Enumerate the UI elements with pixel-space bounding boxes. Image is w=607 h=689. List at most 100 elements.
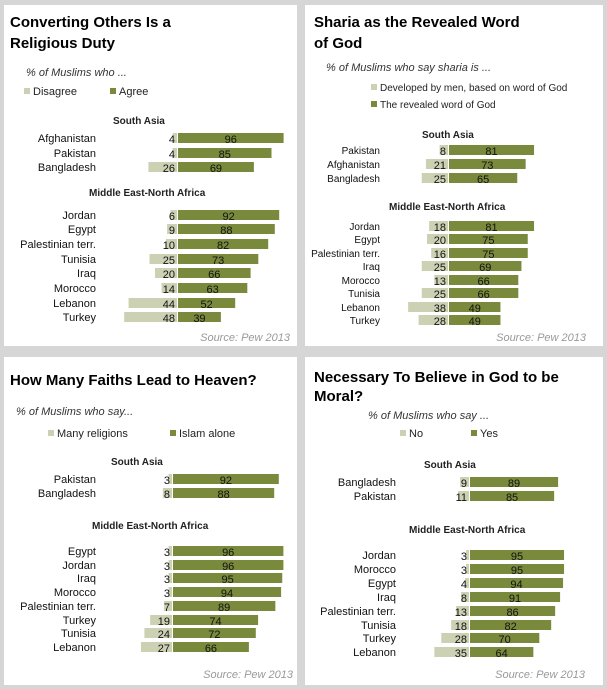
value-label-positive: 92 (220, 475, 232, 487)
value-label-positive: 49 (469, 303, 481, 315)
source-note: Source: Pew 2013 (496, 332, 587, 344)
bar-positive (470, 620, 552, 630)
value-label-positive: 70 (499, 634, 511, 646)
value-label-negative: 25 (434, 174, 446, 186)
value-label-negative: 24 (158, 629, 170, 641)
country-label: Iraq (377, 592, 396, 604)
value-label-positive: 66 (205, 643, 217, 655)
bar-negative (421, 261, 448, 271)
bar-negative (128, 298, 177, 308)
legend-negative-swatch (24, 88, 30, 94)
country-label: Tunisia (61, 254, 97, 266)
bar-negative (434, 647, 469, 657)
value-label-positive: 73 (212, 255, 224, 267)
country-label: Iraq (77, 573, 96, 585)
chart-title-line: Necessary To Believe in God to be (314, 369, 559, 386)
value-label-negative: 8 (461, 593, 467, 605)
chart-subtitle: % of Muslims who say ... (368, 410, 489, 422)
value-label-negative: 25 (434, 289, 446, 301)
value-label-negative: 21 (434, 160, 446, 172)
country-label: Turkey (363, 633, 397, 645)
bar-positive (173, 601, 276, 611)
bar-negative (124, 312, 177, 322)
value-label-positive: 89 (218, 602, 230, 614)
legend-negative-label: Disagree (33, 86, 77, 98)
value-label-negative: 20 (434, 235, 446, 247)
country-label: Afghanistan (327, 160, 380, 171)
bar-positive (449, 315, 501, 325)
country-label: Iraq (363, 262, 380, 273)
country-label: Egypt (68, 224, 96, 236)
bar-positive (173, 488, 275, 498)
country-label: Jordan (349, 222, 380, 233)
value-label-negative: 48 (163, 313, 175, 325)
bar-positive (178, 224, 275, 234)
country-label: Egypt (354, 235, 380, 246)
bar-negative (162, 488, 172, 498)
region-heading: Middle East-North Africa (409, 525, 526, 536)
region-heading: South Asia (422, 130, 474, 141)
value-label-positive: 69 (479, 262, 491, 274)
country-label: Palestinian terr. (320, 606, 396, 618)
value-label-positive: 63 (207, 284, 219, 296)
value-label-negative: 25 (163, 255, 175, 267)
bar-negative (172, 148, 177, 158)
bar-negative (172, 133, 177, 143)
bar-positive (178, 133, 284, 143)
legend-positive-label: Islam alone (179, 428, 235, 440)
bar-negative (429, 221, 448, 231)
value-label-positive: 81 (485, 146, 497, 158)
bar-positive (173, 628, 256, 638)
legend-positive-swatch (170, 430, 176, 436)
bar-positive (178, 268, 251, 278)
value-label-negative: 3 (461, 565, 467, 577)
bar-negative (441, 633, 469, 643)
legend-positive-swatch (371, 101, 377, 107)
bar-positive (449, 173, 518, 183)
bar-negative (144, 628, 172, 638)
chart-svg: Necessary To Believe in God to be Moral?%… (314, 369, 586, 681)
bar-negative (170, 210, 177, 220)
bar-positive (173, 573, 283, 583)
bar-positive (449, 221, 535, 231)
bar-negative (167, 224, 177, 234)
bar-positive (449, 288, 519, 298)
bar-positive (470, 647, 534, 657)
chart-svg: Sharia as the Revealed Word of God % of Mu… (311, 14, 587, 344)
bar-negative (168, 474, 172, 484)
bar-negative (460, 477, 469, 487)
legend-positive-label: Yes (480, 428, 498, 440)
country-label: Bangladesh (38, 162, 96, 174)
chart-title-line: of God (314, 35, 362, 52)
bar-positive (470, 550, 565, 560)
value-label-negative: 25 (434, 262, 446, 274)
chart-title-line: Religious Duty (10, 35, 116, 52)
legend-negative-swatch (400, 430, 406, 436)
bar-negative (451, 620, 469, 630)
value-label-negative: 3 (461, 551, 467, 563)
country-label: Palestinian terr. (311, 249, 380, 260)
bar-negative (466, 564, 469, 574)
legend-negative-swatch (48, 430, 54, 436)
bar-negative (166, 239, 177, 249)
value-label-negative: 28 (434, 316, 446, 328)
country-label: Pakistan (342, 146, 380, 157)
value-label-positive: 75 (482, 235, 494, 247)
region-heading: South Asia (111, 457, 163, 468)
value-label-positive: 66 (478, 289, 490, 301)
region-heading: South Asia (113, 116, 165, 127)
bar-negative (168, 546, 172, 556)
value-label-positive: 88 (220, 225, 232, 237)
chart-svg: How Many Faiths Lead to Heaven? % of Musl… (10, 372, 294, 681)
value-label-positive: 96 (222, 547, 234, 559)
value-label-positive: 96 (225, 134, 237, 146)
bar-positive (449, 248, 528, 258)
value-label-negative: 3 (164, 547, 170, 559)
legend-negative-label: No (409, 428, 423, 440)
chart-panel-faiths-heaven: How Many Faiths Lead to Heaven? % of Musl… (4, 357, 297, 685)
value-label-positive: 94 (221, 588, 233, 600)
source-note: Source: Pew 2013 (203, 669, 294, 681)
value-label-negative: 16 (434, 249, 446, 261)
chart-svg: Converting Others Is a Religious Duty % of… (10, 14, 291, 344)
bar-positive (470, 633, 540, 643)
